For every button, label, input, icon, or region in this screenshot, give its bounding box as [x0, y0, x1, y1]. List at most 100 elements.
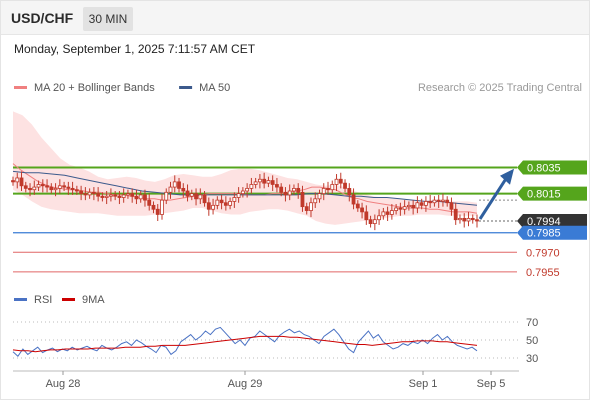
candle-body-94 [411, 204, 416, 209]
support-tag-3 [517, 225, 587, 240]
candle-body-51 [228, 201, 233, 206]
rsi-line [12, 326, 478, 357]
candle-body-26 [121, 194, 126, 198]
candle-body-105 [458, 217, 462, 221]
candle-body-45 [202, 194, 207, 204]
ma50-line [12, 170, 478, 206]
rsi-legend-swatch-1 [62, 298, 75, 301]
candle-body-56 [249, 184, 254, 189]
x-tick-label-1: Aug 29 [228, 378, 263, 390]
candle-body-80 [351, 194, 356, 205]
candle-body-100 [436, 199, 441, 202]
candle-body-90 [394, 207, 399, 211]
candle-body-81 [355, 203, 360, 209]
candle-body-39 [177, 181, 181, 189]
candle-body-84 [368, 219, 373, 225]
candle-body-47 [211, 204, 215, 210]
watermark: Research © 2025 Trading Central [418, 82, 582, 94]
candle-body-65 [287, 190, 292, 196]
candle-body-107 [466, 217, 471, 222]
current-price-label: 0.7994 [527, 216, 561, 228]
candle-body-10 [53, 187, 58, 191]
candle-body-14 [70, 187, 75, 191]
legend-swatch-0 [14, 86, 27, 89]
candle-body-92 [402, 206, 407, 210]
header-bar: USD/CHF 30 MIN [1, 1, 589, 35]
candle-body-9 [49, 186, 54, 191]
candle-body-102 [445, 199, 450, 204]
candle-body-96 [419, 202, 424, 206]
candle-body-98 [428, 201, 433, 204]
candle-body-97 [424, 201, 428, 206]
resistance-tag-1 [517, 186, 587, 201]
candle-body-12 [62, 185, 66, 188]
candle-body-7 [40, 184, 45, 187]
candle-body-70 [309, 202, 313, 211]
candle-body-29 [134, 195, 139, 200]
candle-body-21 [100, 195, 105, 198]
candle-body-68 [300, 191, 305, 208]
candle-body-23 [109, 194, 113, 197]
candle-body-74 [326, 187, 330, 191]
forecast-arrow [478, 168, 514, 220]
candle-body-18 [87, 191, 92, 196]
timeframe-tab[interactable]: 30 MIN [83, 7, 133, 31]
rsi-panel: RSI 9MA 70 50 30 [12, 294, 538, 365]
support-label-3: 0.7985 [527, 228, 561, 240]
rsi-tick-0: 70 [526, 317, 538, 329]
arrow-shaft [478, 177, 508, 220]
candle-body-82 [360, 207, 364, 213]
candle-body-37 [168, 186, 173, 193]
candle-body-87 [381, 211, 386, 217]
candle-body-19 [91, 191, 96, 195]
report-datetime: Monday, September 1, 2025 7:11:57 AM CET [14, 42, 256, 56]
candle-body-67 [296, 187, 301, 193]
candle-body-75 [330, 184, 335, 191]
rsi-legend-label-0: RSI [34, 294, 52, 306]
candle-body-50 [223, 202, 228, 206]
candle-body-99 [432, 199, 437, 204]
candle-body-43 [194, 193, 198, 200]
candle-body-28 [130, 193, 135, 197]
pivot-label-5: 0.7955 [526, 267, 560, 279]
candle-body-24 [113, 194, 118, 197]
candle-body-32 [147, 199, 152, 206]
candle-body-62 [275, 184, 279, 188]
candle-body-54 [240, 190, 245, 195]
candle-body-95 [415, 202, 420, 209]
candle-body-25 [117, 195, 122, 198]
candle-body-55 [245, 187, 250, 192]
current-price-tag [517, 214, 587, 228]
rsi-legend-swatch-0 [14, 298, 27, 301]
x-axis: Aug 28 Aug 29 Sep 1 Sep 5 [13, 370, 519, 390]
candle-body-46 [206, 202, 211, 210]
candle-body-0 [11, 180, 15, 183]
candle-body-69 [304, 206, 309, 211]
candle-body-109 [475, 219, 479, 222]
candle-body-27 [126, 193, 130, 196]
candle-body-93 [406, 204, 411, 208]
candle-body-108 [470, 217, 475, 221]
candle-body-104 [453, 208, 458, 221]
candle-body-5 [32, 186, 37, 191]
candle-body-35 [160, 199, 164, 215]
candle-body-41 [185, 190, 190, 197]
candle-body-1 [15, 177, 20, 183]
candle-body-42 [189, 193, 194, 197]
candle-body-30 [138, 194, 143, 200]
candle-body-58 [257, 178, 262, 183]
candle-body-36 [164, 191, 169, 201]
rsi-ma-line [12, 335, 478, 353]
rsi-legend-label-1: 9MA [82, 294, 105, 306]
candle-body-3 [23, 185, 28, 189]
candle-body-71 [313, 198, 318, 204]
candle-body-31 [143, 194, 147, 201]
candles [11, 171, 479, 231]
candle-body-86 [377, 215, 381, 221]
candle-body-13 [66, 186, 71, 189]
candle-body-49 [219, 199, 224, 204]
candle-body-11 [57, 185, 62, 189]
candle-body-101 [441, 199, 445, 202]
